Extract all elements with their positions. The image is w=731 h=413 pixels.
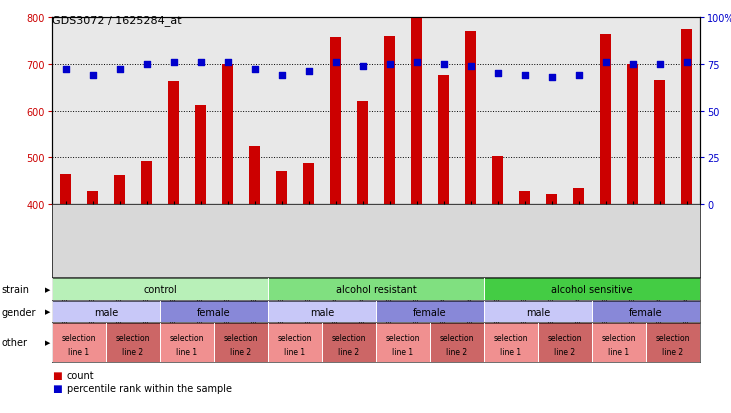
Point bbox=[465, 63, 477, 70]
Bar bbox=[60, 174, 71, 204]
Point bbox=[599, 59, 611, 66]
Point bbox=[545, 74, 557, 81]
Text: line 2: line 2 bbox=[447, 347, 468, 356]
Point bbox=[276, 73, 287, 79]
Point bbox=[519, 73, 531, 79]
Bar bbox=[519, 192, 530, 204]
Bar bbox=[546, 194, 557, 204]
Point bbox=[194, 59, 206, 66]
Bar bbox=[411, 18, 422, 204]
Text: percentile rank within the sample: percentile rank within the sample bbox=[67, 383, 232, 393]
Text: count: count bbox=[67, 370, 94, 380]
Text: female: female bbox=[413, 307, 447, 317]
Text: line 2: line 2 bbox=[662, 347, 683, 356]
Text: line 1: line 1 bbox=[69, 347, 90, 356]
Point bbox=[249, 67, 260, 74]
Text: male: male bbox=[94, 307, 118, 317]
Bar bbox=[681, 30, 692, 204]
Text: line 2: line 2 bbox=[338, 347, 360, 356]
Text: selection: selection bbox=[386, 334, 420, 342]
Text: selection: selection bbox=[656, 334, 690, 342]
Text: selection: selection bbox=[493, 334, 529, 342]
Text: alcohol sensitive: alcohol sensitive bbox=[551, 284, 633, 294]
Bar bbox=[654, 81, 665, 204]
Text: male: male bbox=[526, 307, 550, 317]
Point bbox=[626, 61, 638, 68]
Point bbox=[113, 67, 125, 74]
Text: selection: selection bbox=[61, 334, 96, 342]
Text: ■: ■ bbox=[52, 370, 61, 380]
Bar bbox=[573, 188, 584, 204]
Point bbox=[572, 73, 584, 79]
Text: GDS3072 / 1625284_at: GDS3072 / 1625284_at bbox=[52, 15, 181, 26]
Text: line 1: line 1 bbox=[176, 347, 197, 356]
Text: ▶: ▶ bbox=[45, 286, 50, 292]
Text: line 2: line 2 bbox=[122, 347, 143, 356]
Bar bbox=[600, 35, 611, 204]
Text: control: control bbox=[143, 284, 177, 294]
Text: selection: selection bbox=[170, 334, 204, 342]
Point bbox=[330, 59, 341, 66]
Text: selection: selection bbox=[115, 334, 151, 342]
Point bbox=[411, 59, 423, 66]
Text: other: other bbox=[1, 338, 27, 348]
Point bbox=[357, 63, 368, 70]
Bar bbox=[627, 64, 638, 204]
Point bbox=[87, 73, 99, 79]
Bar bbox=[330, 38, 341, 204]
Text: line 1: line 1 bbox=[501, 347, 521, 356]
Text: line 2: line 2 bbox=[554, 347, 575, 356]
Text: female: female bbox=[629, 307, 663, 317]
Bar bbox=[195, 106, 206, 204]
Bar bbox=[357, 102, 368, 204]
Text: line 1: line 1 bbox=[393, 347, 414, 356]
Text: ■: ■ bbox=[52, 383, 61, 393]
Bar bbox=[114, 175, 125, 204]
Text: strain: strain bbox=[1, 284, 29, 294]
Text: ▶: ▶ bbox=[45, 339, 50, 346]
Text: line 1: line 1 bbox=[284, 347, 306, 356]
Bar bbox=[87, 192, 98, 204]
Text: selection: selection bbox=[278, 334, 312, 342]
Bar bbox=[303, 164, 314, 204]
Point bbox=[303, 69, 314, 75]
Text: male: male bbox=[310, 307, 334, 317]
Text: female: female bbox=[197, 307, 231, 317]
Text: selection: selection bbox=[224, 334, 258, 342]
Point bbox=[140, 61, 152, 68]
Text: line 1: line 1 bbox=[608, 347, 629, 356]
Text: selection: selection bbox=[332, 334, 366, 342]
Point bbox=[167, 59, 179, 66]
Bar bbox=[438, 76, 449, 204]
Point bbox=[384, 61, 395, 68]
Bar bbox=[249, 146, 260, 204]
Point bbox=[654, 61, 665, 68]
Text: ▶: ▶ bbox=[45, 309, 50, 315]
Bar bbox=[492, 157, 503, 204]
Text: selection: selection bbox=[440, 334, 474, 342]
Point bbox=[492, 71, 504, 77]
Bar bbox=[168, 81, 179, 204]
Bar bbox=[465, 32, 476, 204]
Bar bbox=[222, 64, 233, 204]
Bar bbox=[141, 161, 152, 204]
Point bbox=[438, 61, 450, 68]
Text: selection: selection bbox=[602, 334, 636, 342]
Text: alcohol resistant: alcohol resistant bbox=[336, 284, 417, 294]
Point bbox=[60, 67, 72, 74]
Text: line 2: line 2 bbox=[230, 347, 251, 356]
Point bbox=[681, 59, 692, 66]
Text: gender: gender bbox=[1, 307, 36, 317]
Bar bbox=[384, 37, 395, 204]
Bar bbox=[276, 172, 287, 204]
Point bbox=[221, 59, 233, 66]
Text: selection: selection bbox=[548, 334, 583, 342]
